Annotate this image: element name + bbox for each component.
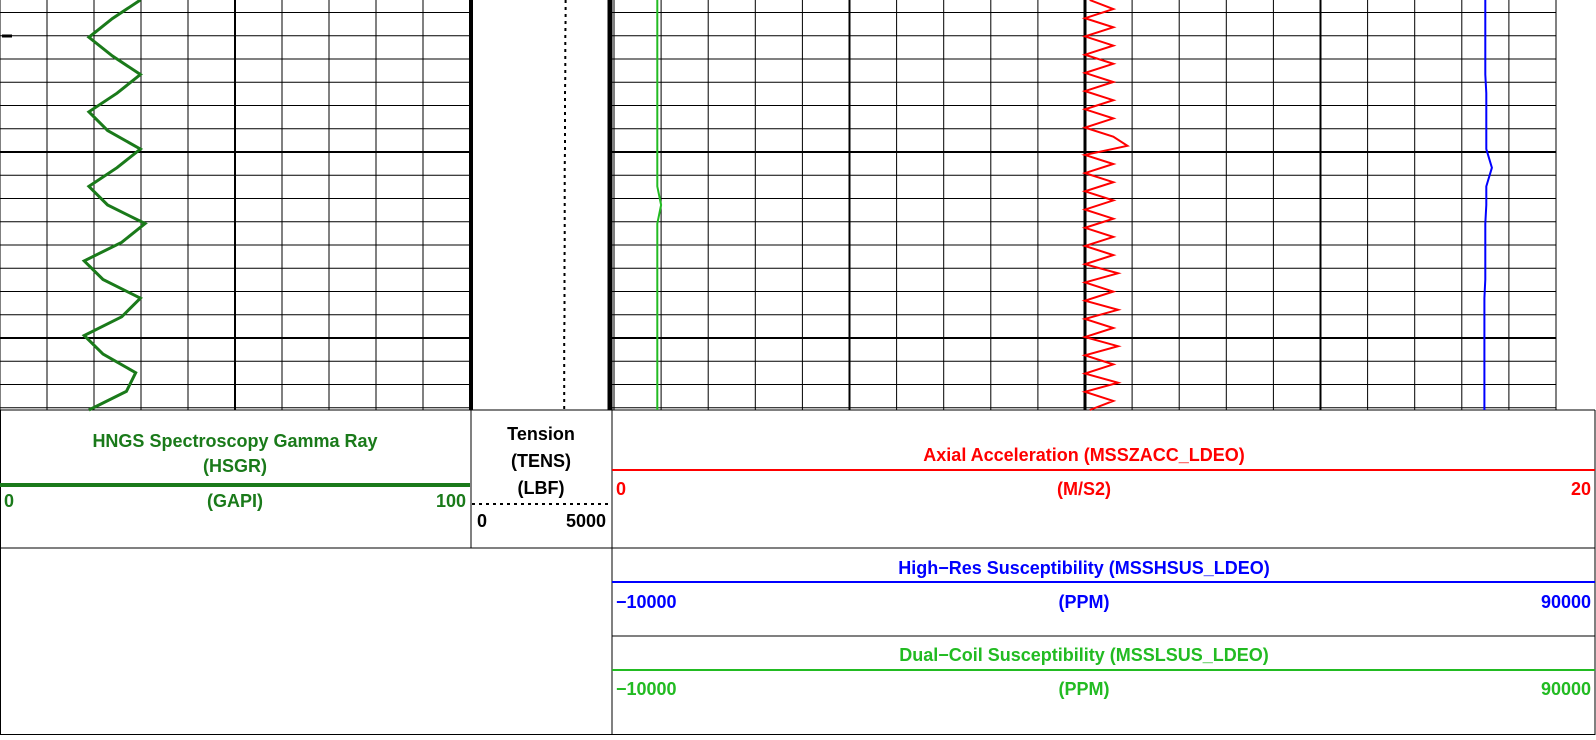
scale-max: 100 [436,491,466,511]
curve-unit: (LBF) [518,478,565,498]
curve-unit: (PPM) [1059,592,1110,612]
log-curve [81,0,148,412]
curve-unit: (GAPI) [207,491,263,511]
curve-title: High−Res Susceptibility (MSSHSUS_LDEO) [898,558,1270,578]
scale-min: −10000 [616,679,677,699]
curve-title: Axial Acceleration (MSSZACC_LDEO) [923,445,1244,465]
curve-title: HNGS Spectroscopy Gamma Ray [92,431,377,451]
curve-title: Tension [507,424,575,444]
log-curve [656,0,663,410]
curve-title: Dual−Coil Susceptibility (MSSLSUS_LDEO) [899,645,1269,665]
curve-unit: (M/S2) [1057,479,1111,499]
scale-min: −10000 [616,592,677,612]
scale-min: 0 [4,491,14,511]
scale-min: 0 [616,479,626,499]
log-curve [1081,0,1130,411]
curve-mnemonic: (HSGR) [203,456,267,476]
log-curve [1483,0,1493,410]
curve-unit: (PPM) [1059,679,1110,699]
scale-max: 90000 [1541,592,1591,612]
scale-max: 90000 [1541,679,1591,699]
scale-max: 5000 [566,511,606,531]
log-curve [563,0,567,410]
scale-max: 20 [1571,479,1591,499]
curve-mnemonic: (TENS) [511,451,571,471]
scale-min: 0 [477,511,487,531]
